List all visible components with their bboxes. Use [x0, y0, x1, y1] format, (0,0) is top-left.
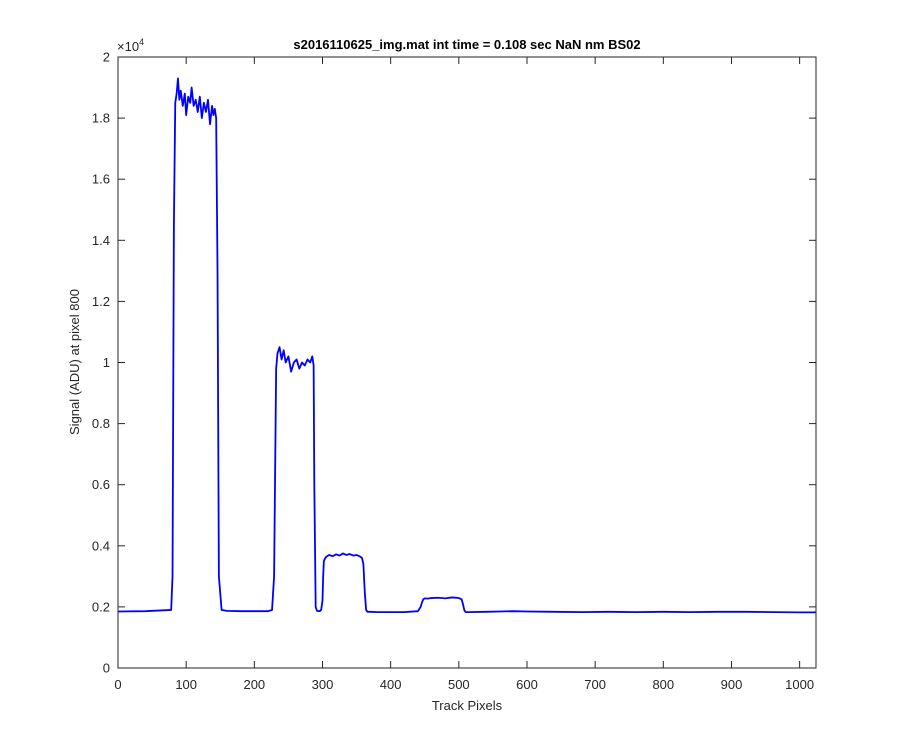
- signal-line: [117, 77, 816, 614]
- y-tick-label: 0.4: [92, 538, 110, 553]
- y-tick-label: 1.6: [92, 172, 110, 187]
- y-tick-label: 1.8: [92, 111, 110, 126]
- y-tick-label: 0.8: [92, 416, 110, 431]
- x-tick-label: 800: [652, 677, 674, 692]
- y-tick-label: 0.2: [92, 599, 110, 614]
- x-tick-label: 200: [243, 677, 265, 692]
- x-axis-label: Track Pixels: [432, 698, 503, 713]
- y-tick-label: 2: [103, 50, 110, 65]
- y-tick-label: 0: [103, 661, 110, 676]
- y-axis-label: Signal (ADU) at pixel 800: [67, 289, 82, 435]
- x-tick-label: 700: [584, 677, 606, 692]
- exponent-power: 4: [139, 37, 144, 47]
- y-tick-label: 1.4: [92, 233, 110, 248]
- x-tick-label: 400: [380, 677, 402, 692]
- x-tick-label: 900: [721, 677, 743, 692]
- x-tick-label: 500: [448, 677, 470, 692]
- plot-lines: [117, 77, 816, 614]
- exponent-base: ×10: [117, 39, 139, 54]
- axes-box: [117, 56, 817, 669]
- y-tick-label: 1.2: [92, 294, 110, 309]
- x-tick-label: 100: [175, 677, 197, 692]
- chart-title: s2016110625_img.mat int time = 0.108 sec…: [293, 37, 640, 52]
- y-tick-label: 1: [103, 355, 110, 370]
- x-tick-label: 300: [312, 677, 334, 692]
- x-tick-label: 0: [114, 677, 121, 692]
- x-tick-label: 1000: [785, 677, 814, 692]
- axis-ticks: 0 100 200 300 400 500 600 700 800 900 1000 0 0.2 0.4 0…: [92, 50, 816, 692]
- plot-area: [118, 57, 816, 668]
- x-tick-label: 600: [516, 677, 538, 692]
- y-axis-exponent: ×104: [117, 37, 144, 54]
- y-tick-label: 0.6: [92, 477, 110, 492]
